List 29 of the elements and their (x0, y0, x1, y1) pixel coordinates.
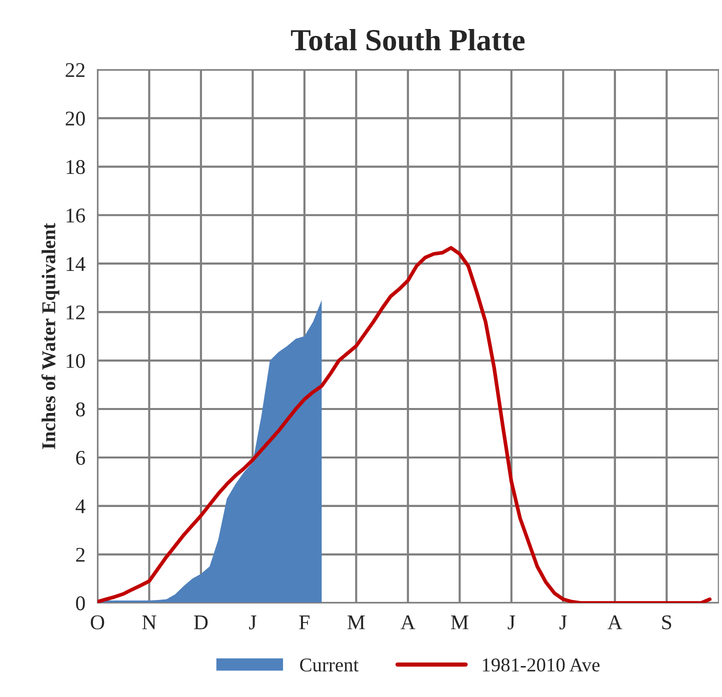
x-tick-label: S (662, 615, 672, 630)
x-tick-label: F (299, 616, 310, 630)
y-tick-label: 14 (66, 257, 86, 271)
legend-label: Current (300, 658, 359, 672)
legend-label: 1981-2010 Ave (482, 658, 600, 672)
chart-title: Total South Platte (290, 29, 525, 51)
y-tick-label: 18 (66, 160, 85, 174)
x-tick-label: A (608, 615, 622, 630)
y-tick-label: 22 (66, 63, 85, 77)
y-tick-label: 12 (66, 306, 85, 320)
x-tick-label: J (249, 616, 256, 630)
x-tick-label: J (560, 616, 567, 630)
x-tick-label: M (451, 616, 468, 630)
line-series (97, 246, 712, 603)
y-axis-title: Inches of Water Equivalent (41, 223, 60, 450)
y-tick-label: 20 (66, 112, 85, 126)
x-tick-label: D (194, 616, 208, 630)
y-tick-label: 16 (66, 208, 86, 223)
y-tick-label: 8 (76, 402, 85, 416)
x-tick-label: M (348, 616, 365, 630)
x-tick-label: J (508, 616, 516, 630)
y-tick-label: 0 (76, 596, 85, 610)
y-tick-label: 4 (76, 499, 86, 514)
x-tick-label: N (142, 616, 156, 630)
y-tick-label: 6 (76, 450, 86, 465)
y-tick-label: 2 (76, 548, 85, 562)
x-tick-label: A (400, 615, 416, 630)
y-tick-label: 10 (66, 354, 85, 368)
x-tick-label: O (90, 615, 104, 630)
